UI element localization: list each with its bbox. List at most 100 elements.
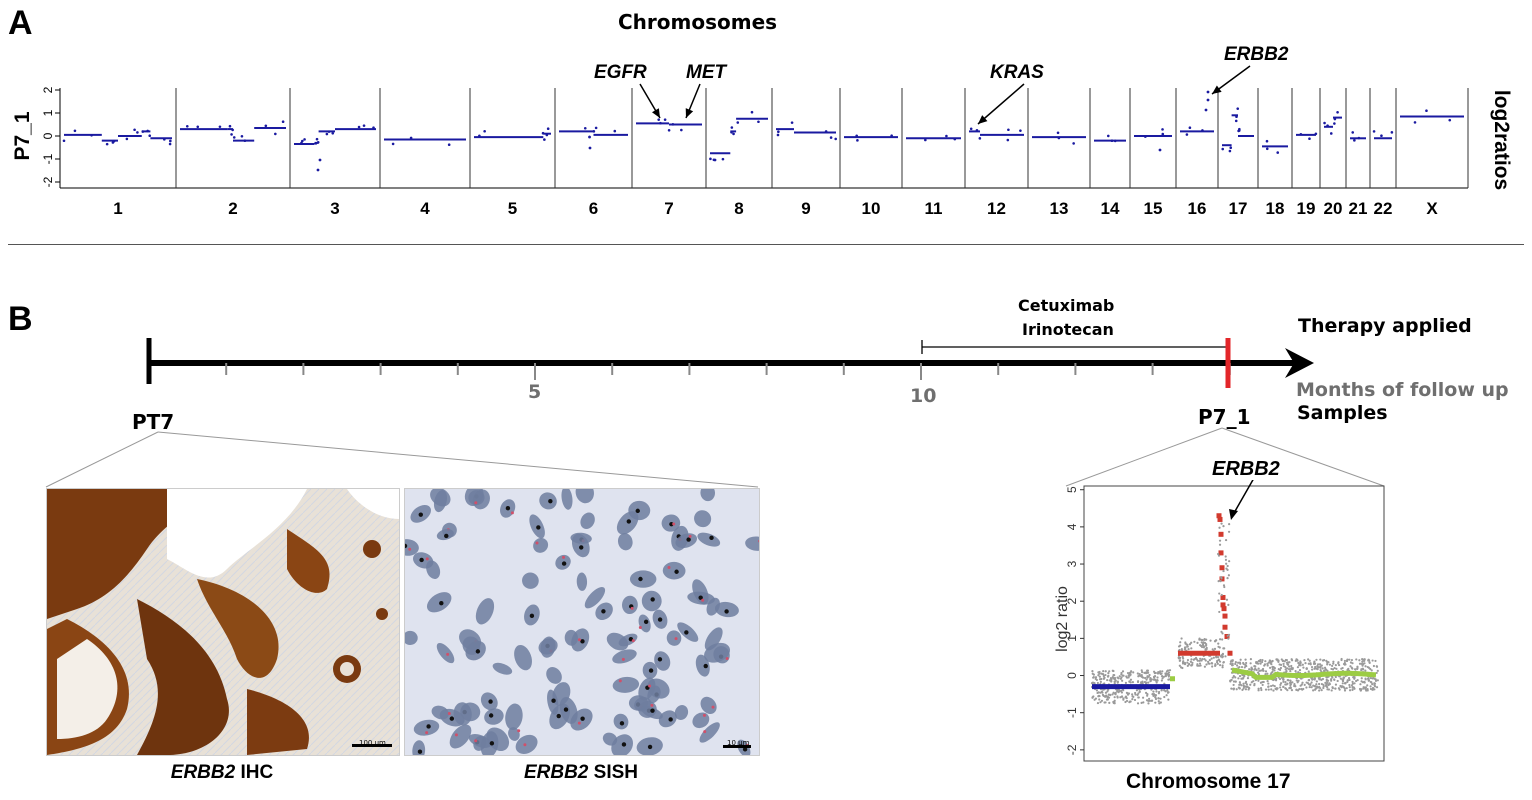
inset-point <box>1221 655 1224 658</box>
inset-point <box>1109 677 1113 680</box>
inset-point <box>1352 676 1355 679</box>
inset-point <box>1097 674 1100 677</box>
sish-signal-red <box>474 501 478 505</box>
inset-point <box>1319 668 1322 672</box>
chromosome-label-21: 21 <box>1348 199 1368 218</box>
inset-point <box>1295 679 1298 682</box>
inset-point <box>1273 667 1276 670</box>
inset-point <box>1113 676 1117 680</box>
inset-point <box>1168 669 1172 672</box>
copy-number-point <box>1228 149 1232 153</box>
inset-point <box>1293 684 1296 688</box>
inset-point <box>1349 665 1352 668</box>
cell-nucleus <box>674 705 689 721</box>
inset-point <box>1236 664 1239 667</box>
inset-point <box>1096 701 1100 705</box>
inset-point <box>1319 665 1322 668</box>
copy-number-point <box>1007 128 1010 132</box>
inset-point <box>1347 667 1350 671</box>
inset-point <box>1234 662 1237 666</box>
inset-point <box>1227 530 1231 533</box>
copy-number-point <box>1448 118 1452 122</box>
inset-point <box>1371 683 1374 686</box>
inset-point <box>1132 695 1135 699</box>
inset-point <box>1341 682 1344 685</box>
inset-point <box>1180 637 1183 640</box>
sish-signal-black <box>601 609 606 614</box>
inset-point <box>1302 666 1305 669</box>
inset-point <box>1353 687 1356 690</box>
inset-point <box>1343 689 1347 692</box>
inset-point <box>1136 672 1139 675</box>
inset-point <box>1302 687 1305 691</box>
sish-signal-red <box>638 625 642 629</box>
inset-point <box>1285 667 1289 670</box>
inset-point <box>1107 696 1111 699</box>
copy-number-point <box>667 128 671 132</box>
inset-point <box>1122 689 1125 692</box>
cell-nucleus <box>546 667 562 684</box>
inset-point <box>1266 662 1269 666</box>
inset-gene-label: ERBB2 <box>1212 458 1280 480</box>
inset-point <box>1278 663 1281 666</box>
inset-point <box>1279 683 1282 686</box>
inset-point <box>1141 670 1144 674</box>
chromosome-label-11: 11 <box>924 199 943 218</box>
inset-point <box>1307 662 1310 665</box>
inset-point <box>1364 677 1367 680</box>
sish-signal-black <box>556 713 561 719</box>
inset-point <box>1094 676 1098 679</box>
inset-point <box>1107 693 1110 696</box>
inset-point <box>1217 552 1220 556</box>
inset-point <box>1222 525 1225 528</box>
inset-point <box>1178 648 1181 652</box>
cell-nucleus <box>480 731 499 755</box>
inset-point <box>1244 663 1247 667</box>
inset-point <box>1091 672 1094 675</box>
inset-point <box>1137 696 1140 699</box>
copy-number-point <box>975 129 979 132</box>
inset-point <box>1282 678 1285 681</box>
inset-point <box>1334 664 1337 667</box>
inset-point <box>1203 645 1206 648</box>
inset-point <box>1179 656 1182 660</box>
copy-number-point <box>592 130 596 133</box>
inset-point <box>1159 697 1162 700</box>
inset-point <box>1229 662 1232 665</box>
inset-point <box>1356 665 1359 668</box>
inset-point <box>1288 661 1291 664</box>
inset-point <box>1359 683 1362 686</box>
inset-point <box>1314 687 1318 690</box>
inset-point <box>1311 678 1314 681</box>
sish-signal-black <box>444 533 449 539</box>
copy-number-point <box>1201 129 1204 132</box>
inset-point <box>1190 641 1193 644</box>
inset-point <box>1309 683 1312 687</box>
inset-point <box>1310 681 1313 684</box>
inset-point <box>1152 694 1155 698</box>
inset-point <box>1269 684 1273 688</box>
chromosome-label-8: 8 <box>734 199 744 218</box>
sish-signal-black <box>419 557 424 563</box>
sish-signal-black <box>703 663 708 669</box>
inset-point <box>1318 682 1321 686</box>
cell-nucleus <box>699 722 720 743</box>
copy-number-point <box>834 137 837 141</box>
sish-signal-black <box>449 716 455 721</box>
inset-point <box>1128 700 1131 703</box>
copy-number-outlier <box>1204 108 1208 112</box>
chromosome-label-7: 7 <box>664 199 674 218</box>
inset-point <box>1217 658 1220 661</box>
inset-point <box>1282 685 1285 688</box>
sish-signal-red <box>535 541 539 545</box>
inset-point <box>1104 673 1107 677</box>
inset-point <box>1238 687 1241 690</box>
copy-number-point <box>1351 131 1355 134</box>
inset-point <box>1148 673 1151 677</box>
inset-point <box>1303 683 1306 686</box>
inset-point <box>1343 663 1346 666</box>
inset-point <box>1122 697 1125 700</box>
copy-number-point <box>232 136 236 139</box>
inset-point <box>1246 677 1250 680</box>
copy-number-point <box>243 139 247 143</box>
